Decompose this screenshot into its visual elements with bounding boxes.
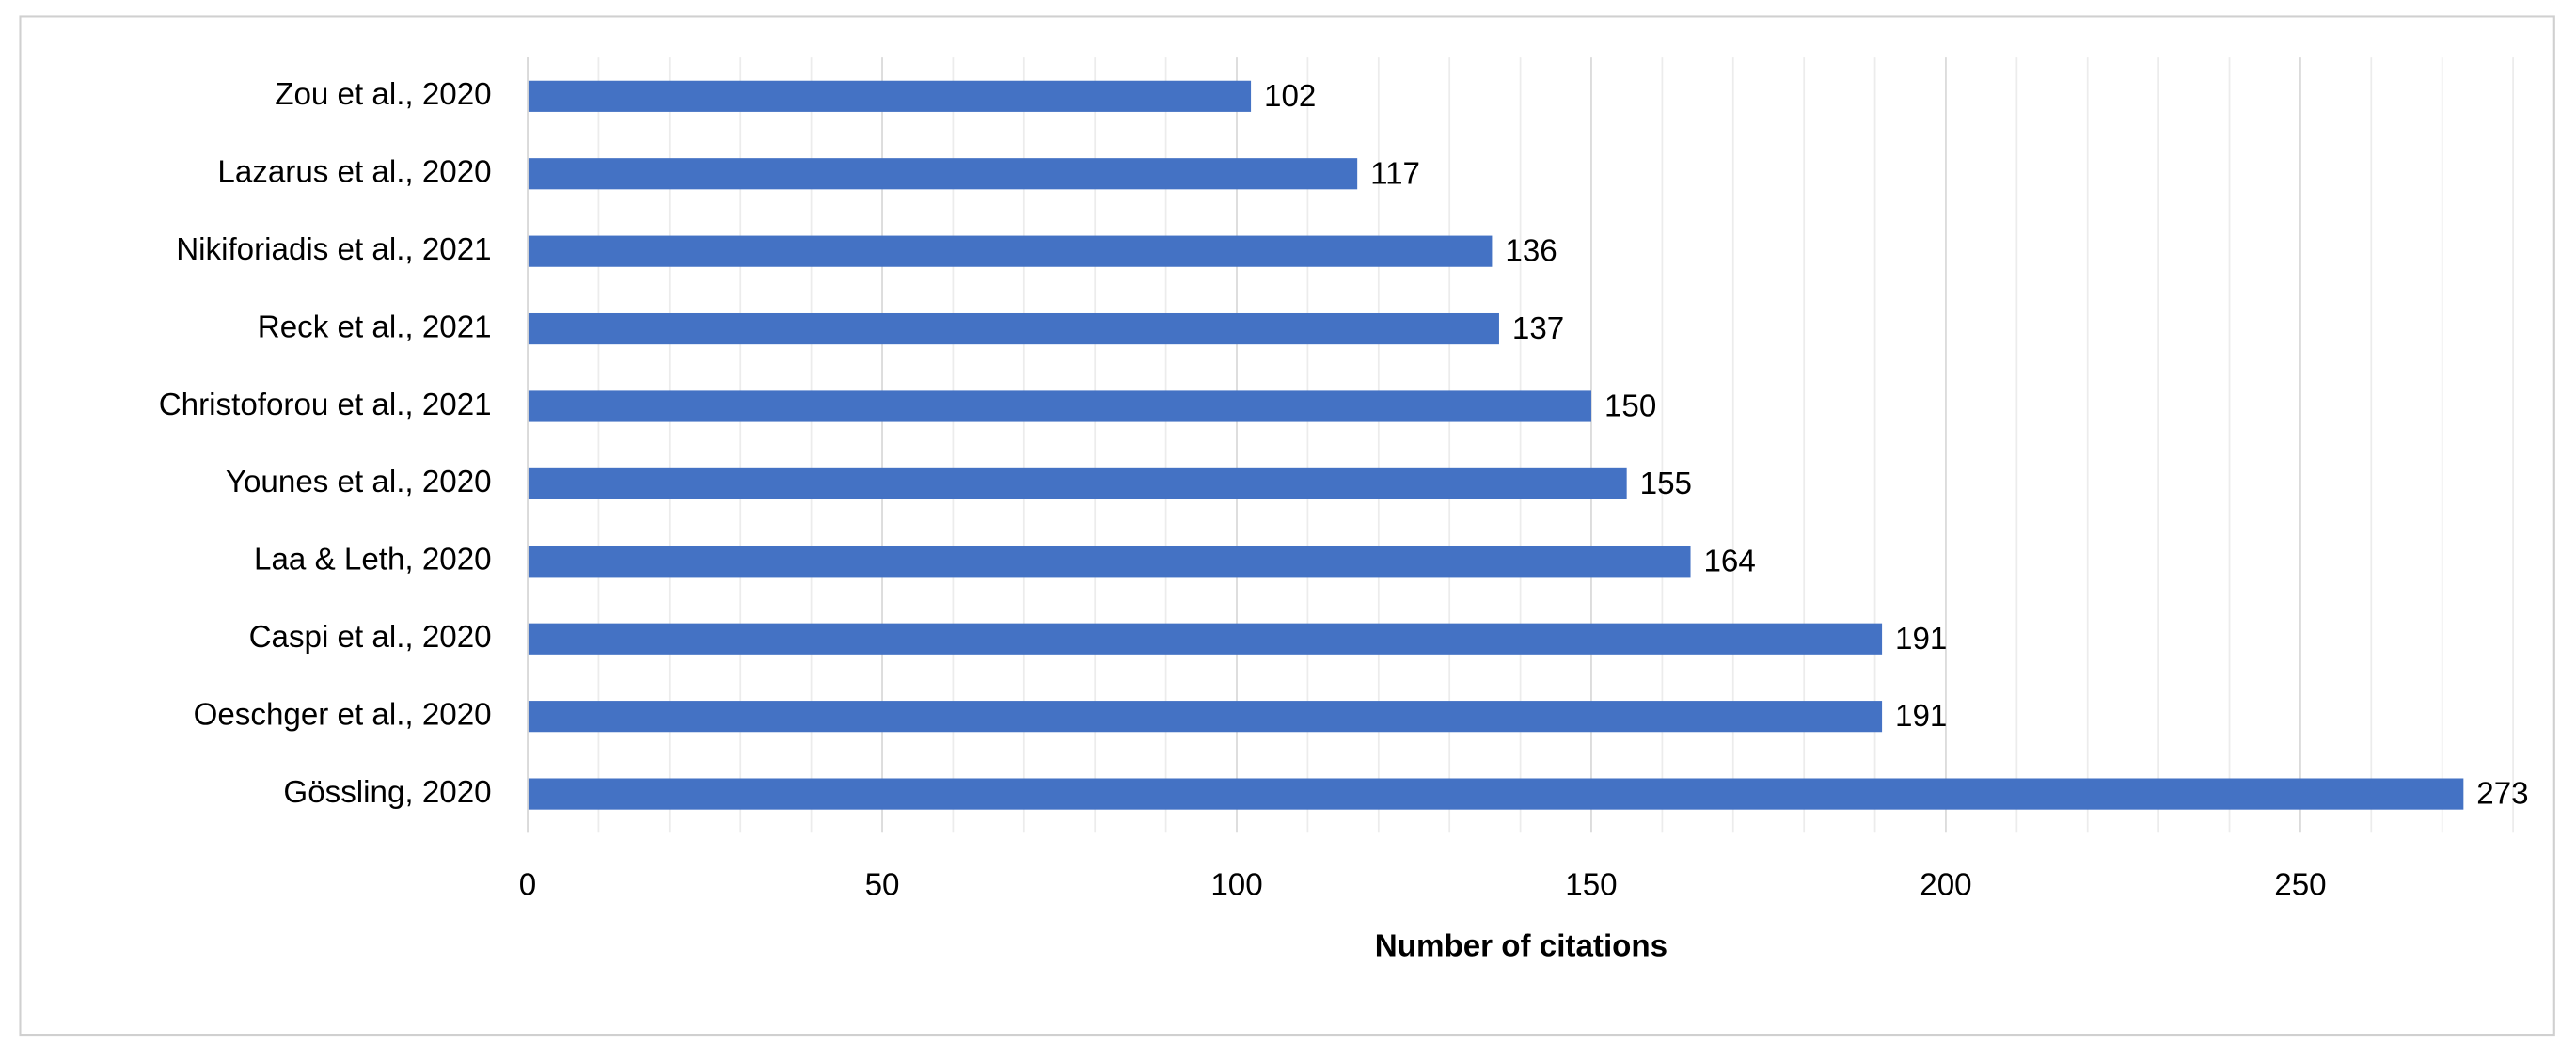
- x-tick-label: 100: [1210, 868, 1262, 903]
- bar: [528, 467, 1627, 499]
- data-label: 136: [1505, 234, 1557, 269]
- y-tick-label: Younes et al., 2020: [226, 465, 492, 499]
- y-tick-label: Reck et al., 2021: [258, 309, 492, 344]
- data-label: 102: [1264, 79, 1316, 114]
- bar: [528, 701, 1883, 733]
- x-tick-label: 200: [1920, 868, 1971, 903]
- y-tick-label: Laa & Leth, 2020: [254, 543, 492, 578]
- bar: [528, 80, 1252, 112]
- data-label: 191: [1895, 699, 1947, 734]
- y-tick-label: Gössling, 2020: [283, 775, 491, 810]
- y-tick-label: Zou et al., 2020: [275, 77, 491, 112]
- y-tick-label: Christoforou et al., 2021: [159, 388, 492, 422]
- y-tick-label: Lazarus et al., 2020: [217, 155, 491, 190]
- x-tick-label: 0: [519, 868, 536, 903]
- bar: [528, 390, 1591, 422]
- data-label: 137: [1512, 311, 1564, 346]
- x-axis-title: Number of citations: [1375, 928, 1667, 963]
- data-label: 150: [1604, 389, 1656, 424]
- x-tick-label: 50: [865, 868, 900, 903]
- bar: [528, 778, 2464, 810]
- y-tick-label: Nikiforiadis et al., 2021: [176, 232, 491, 267]
- data-label: 273: [2476, 777, 2528, 812]
- y-tick-label: Oeschger et al., 2020: [194, 697, 492, 732]
- bar: [528, 158, 1358, 190]
- data-label: 164: [1703, 544, 1755, 578]
- x-tick-label: 150: [1565, 868, 1617, 903]
- bar: [528, 623, 1883, 655]
- x-tick-label: 250: [2274, 868, 2326, 903]
- data-label: 155: [1640, 467, 1692, 501]
- bar: [528, 312, 1499, 345]
- data-label: 191: [1895, 622, 1947, 657]
- bar: [528, 546, 1691, 578]
- data-label: 117: [1370, 156, 1420, 191]
- y-tick-label: Caspi et al., 2020: [249, 620, 492, 655]
- bar: [528, 235, 1493, 267]
